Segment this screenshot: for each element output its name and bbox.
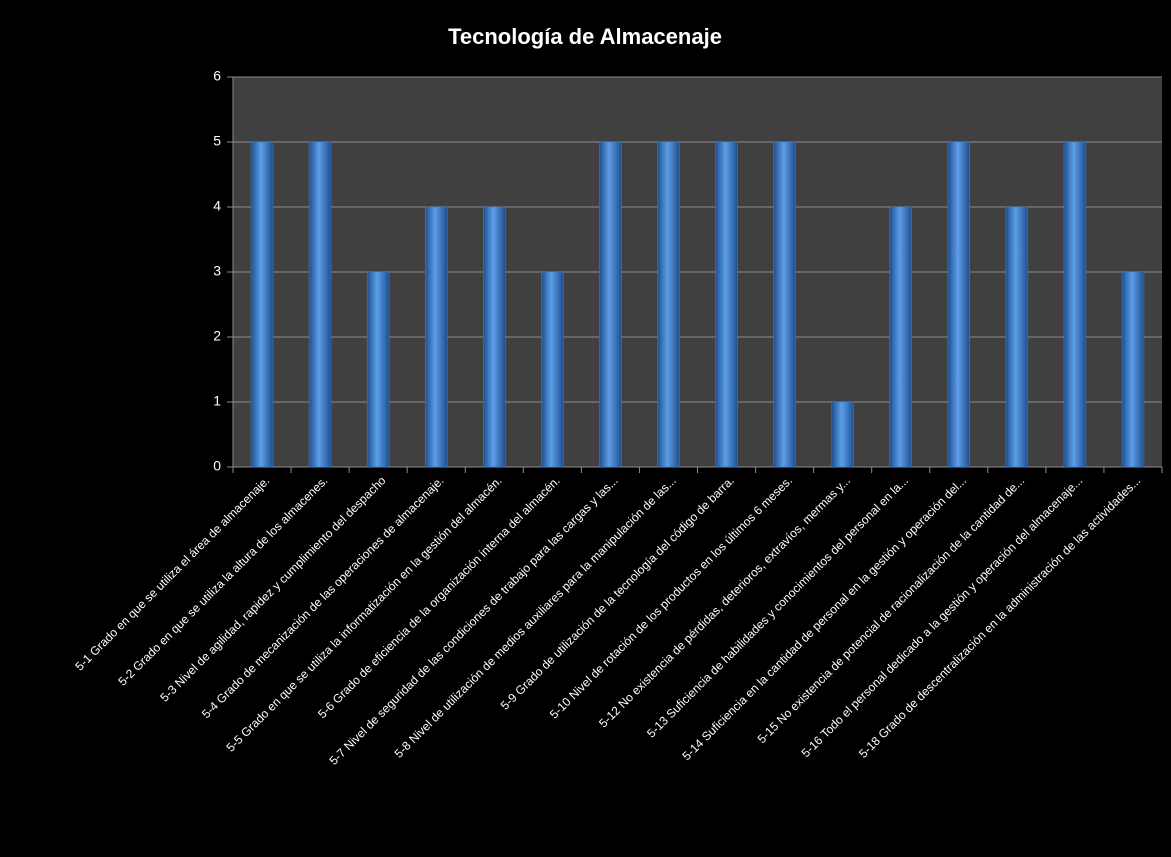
bar [715, 141, 738, 468]
y-tick-label: 5 [213, 133, 221, 149]
bar [541, 271, 564, 468]
chart-title: Tecnología de Almacenaje [448, 24, 722, 49]
bar [773, 141, 796, 468]
y-tick-label: 1 [213, 393, 221, 409]
bar [366, 271, 390, 468]
bar [1005, 206, 1029, 468]
bar [947, 141, 971, 468]
bar [1063, 141, 1087, 468]
bar [424, 206, 448, 468]
bar [889, 206, 912, 468]
bar [308, 141, 332, 468]
y-tick-label: 6 [213, 68, 221, 84]
bar [483, 206, 506, 468]
y-tick-label: 0 [213, 458, 221, 474]
bar [599, 141, 622, 468]
y-tick-label: 2 [213, 328, 221, 344]
y-tick-label: 4 [213, 198, 221, 214]
bar [250, 141, 274, 468]
bar [657, 141, 680, 468]
bar [831, 401, 854, 468]
bar [1121, 271, 1145, 468]
y-tick-label: 3 [213, 263, 221, 279]
